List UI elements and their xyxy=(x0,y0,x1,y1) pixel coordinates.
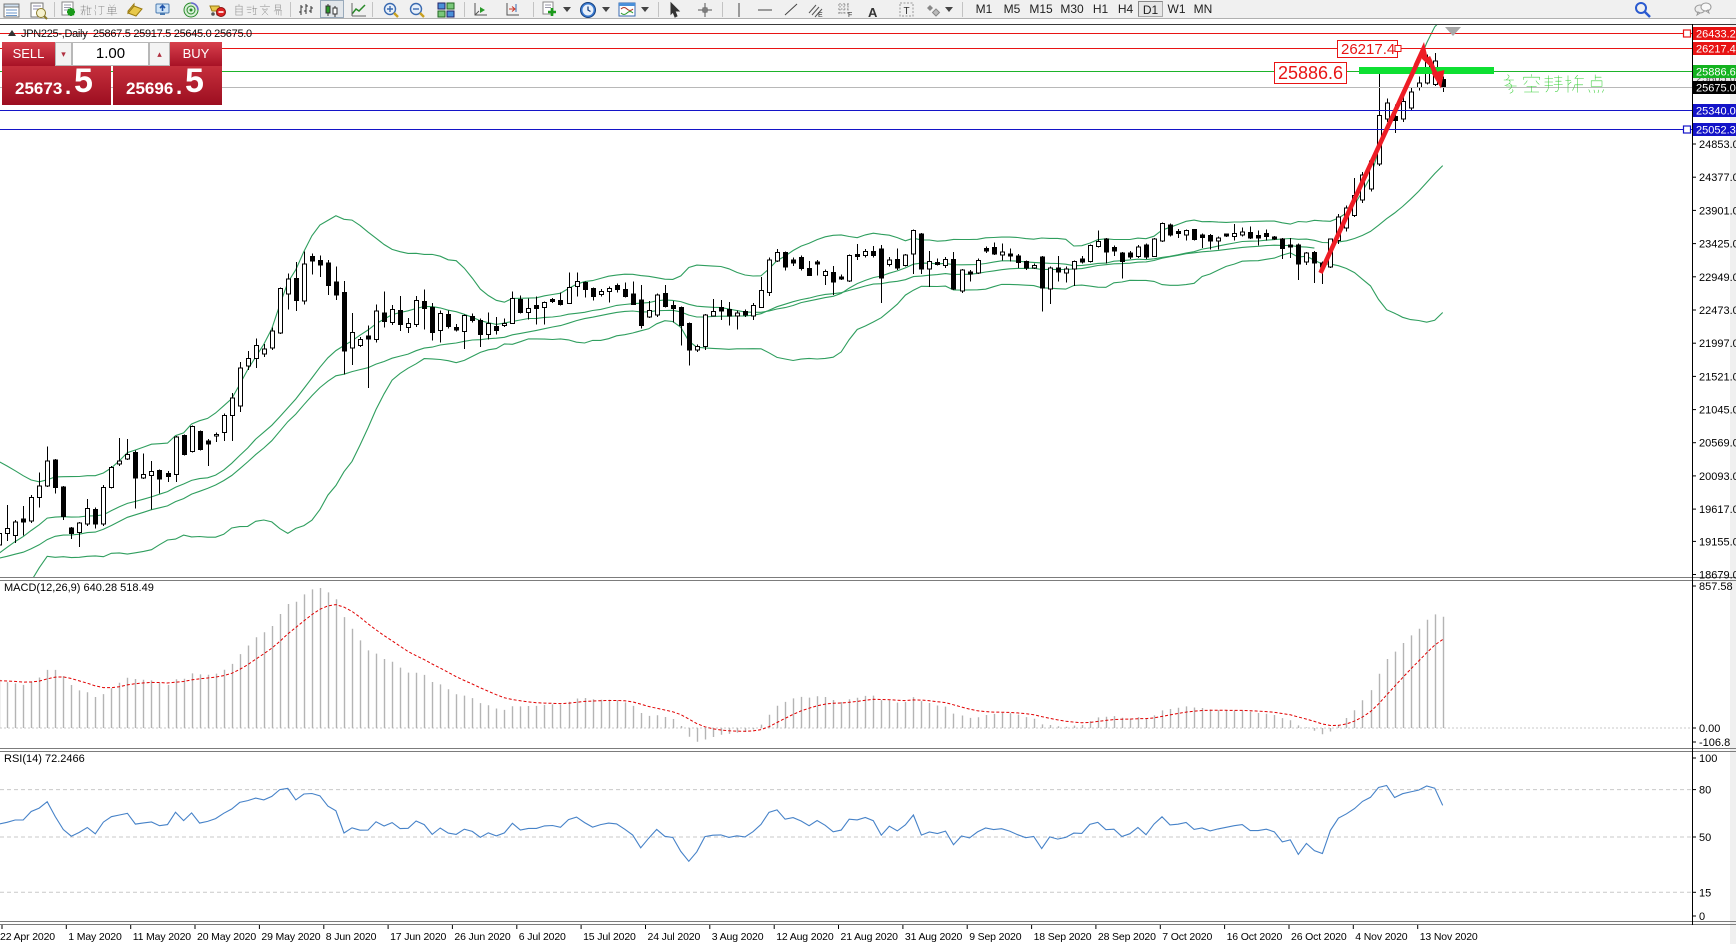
svg-text:T: T xyxy=(904,6,910,17)
svg-text:20569.0: 20569.0 xyxy=(1699,438,1736,450)
svg-text:18679.0: 18679.0 xyxy=(1699,570,1736,582)
svg-text:15 Jul 2020: 15 Jul 2020 xyxy=(583,931,636,943)
svg-text:19617.0: 19617.0 xyxy=(1699,504,1736,516)
svg-text:JPN225-,Daily 25867.5 25917.5: JPN225-,Daily 25867.5 25917.5 25645.0 25… xyxy=(21,28,252,40)
svg-text:21521.0: 21521.0 xyxy=(1699,371,1736,383)
svg-text:E: E xyxy=(818,12,823,19)
svg-text:17 Jun 2020: 17 Jun 2020 xyxy=(390,931,446,943)
svg-text:26217.4: 26217.4 xyxy=(1696,44,1736,56)
svg-text:7 Oct 2020: 7 Oct 2020 xyxy=(1162,931,1212,943)
svg-text:24377.0: 24377.0 xyxy=(1699,172,1736,184)
svg-text:3 Aug 2020: 3 Aug 2020 xyxy=(712,931,764,943)
svg-text:29 May 2020: 29 May 2020 xyxy=(261,931,320,943)
svg-text:50: 50 xyxy=(1699,832,1711,844)
svg-text:21 Aug 2020: 21 Aug 2020 xyxy=(841,931,899,943)
svg-text:20 May 2020: 20 May 2020 xyxy=(197,931,256,943)
svg-text:9 Sep 2020: 9 Sep 2020 xyxy=(969,931,1022,943)
svg-text:25675.0: 25675.0 xyxy=(1696,83,1736,95)
svg-text:25886.6: 25886.6 xyxy=(1278,63,1343,83)
svg-text:20093.0: 20093.0 xyxy=(1699,471,1736,483)
svg-text:15: 15 xyxy=(1699,887,1711,899)
svg-text:26 Oct 2020: 26 Oct 2020 xyxy=(1291,931,1347,943)
svg-text:8 Jun 2020: 8 Jun 2020 xyxy=(326,931,377,943)
svg-text:25052.3: 25052.3 xyxy=(1696,125,1736,137)
svg-text:26433.2: 26433.2 xyxy=(1696,29,1736,41)
svg-text:857.58: 857.58 xyxy=(1699,581,1733,593)
svg-text:11 May 2020: 11 May 2020 xyxy=(133,931,192,943)
svg-text:25340.0: 25340.0 xyxy=(1696,106,1736,118)
svg-text:23425.0: 23425.0 xyxy=(1699,239,1736,251)
svg-text:RSI(14) 72.2466: RSI(14) 72.2466 xyxy=(4,753,85,765)
svg-text:21045.0: 21045.0 xyxy=(1699,405,1736,417)
svg-text:25886.6: 25886.6 xyxy=(1696,67,1736,79)
svg-text:16 Oct 2020: 16 Oct 2020 xyxy=(1227,931,1283,943)
svg-text:31 Aug 2020: 31 Aug 2020 xyxy=(905,931,963,943)
svg-text:12 Aug 2020: 12 Aug 2020 xyxy=(776,931,834,943)
svg-text:1 May 2020: 1 May 2020 xyxy=(68,931,122,943)
svg-text:6 Jul 2020: 6 Jul 2020 xyxy=(519,931,566,943)
svg-text:18 Sep 2020: 18 Sep 2020 xyxy=(1034,931,1092,943)
svg-text:0: 0 xyxy=(1699,911,1705,923)
svg-text:F: F xyxy=(848,12,852,19)
svg-text:26217.4: 26217.4 xyxy=(1341,41,1395,58)
svg-text:22473.0: 22473.0 xyxy=(1699,305,1736,317)
svg-text:22 Apr 2020: 22 Apr 2020 xyxy=(0,931,55,943)
svg-text:22949.0: 22949.0 xyxy=(1699,272,1736,284)
svg-text:-106.8: -106.8 xyxy=(1699,737,1730,749)
svg-text:0.00: 0.00 xyxy=(1699,723,1720,735)
svg-text:24853.0: 24853.0 xyxy=(1699,139,1736,151)
svg-text:26 Jun 2020: 26 Jun 2020 xyxy=(454,931,510,943)
svg-text:19155.0: 19155.0 xyxy=(1699,536,1736,548)
svg-text:24 Jul 2020: 24 Jul 2020 xyxy=(648,931,701,943)
svg-text:MACD(12,26,9) 640.28 518.49: MACD(12,26,9) 640.28 518.49 xyxy=(4,582,154,594)
svg-text:80: 80 xyxy=(1699,785,1711,797)
svg-text:4 Nov 2020: 4 Nov 2020 xyxy=(1355,931,1408,943)
svg-text:28 Sep 2020: 28 Sep 2020 xyxy=(1098,931,1156,943)
svg-text:13 Nov 2020: 13 Nov 2020 xyxy=(1420,931,1478,943)
svg-text:23901.0: 23901.0 xyxy=(1699,205,1736,217)
svg-text:100: 100 xyxy=(1699,753,1717,765)
svg-text:21997.0: 21997.0 xyxy=(1699,338,1736,350)
